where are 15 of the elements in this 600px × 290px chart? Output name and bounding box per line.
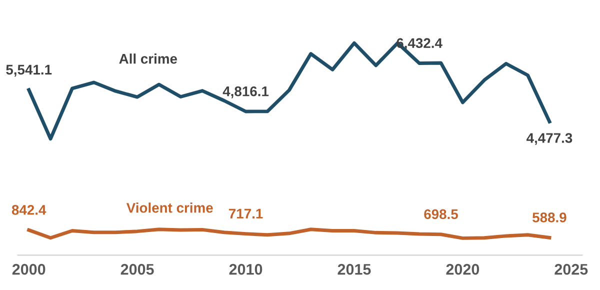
series-label: All crime (119, 54, 178, 64)
series-label: Violent crime (126, 202, 213, 213)
x-tick-label: 2020 (446, 264, 480, 275)
data-label: 5,541.1 (6, 64, 52, 77)
x-tick-label: 2005 (120, 264, 154, 275)
x-tick-label: 2015 (338, 264, 371, 275)
x-tick-label: 2025 (554, 264, 588, 275)
data-label: 698.5 (424, 209, 458, 220)
data-label: 4,816.1 (222, 86, 269, 98)
x-tick-label: 2000 (12, 264, 46, 275)
data-label: 588.9 (532, 212, 566, 222)
data-label: 842.4 (12, 204, 46, 215)
data-label: 4,477.3 (526, 133, 572, 145)
x-tick-label: 2010 (229, 264, 262, 275)
data-label: 717.1 (228, 208, 263, 218)
